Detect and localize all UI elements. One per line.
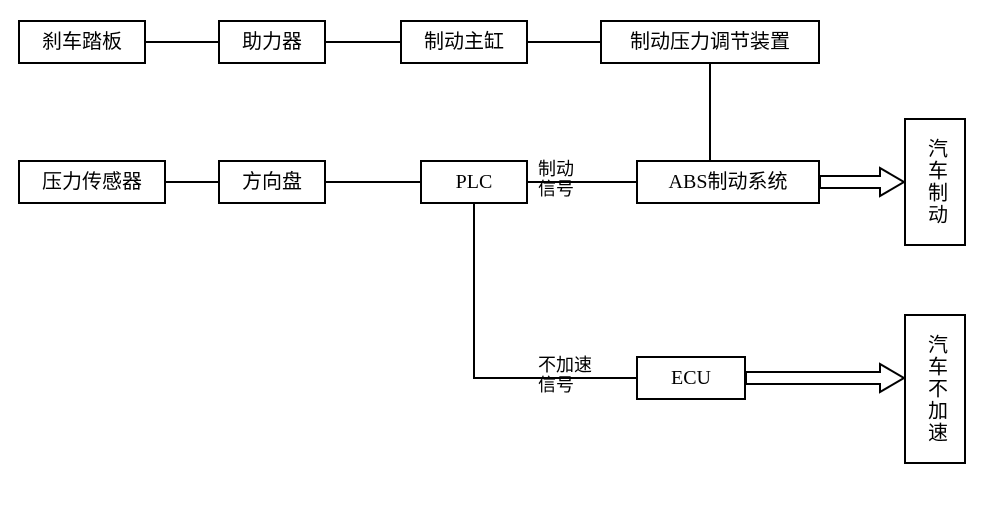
node-label: 方向盘	[242, 171, 302, 194]
node-booster: 助力器	[218, 20, 326, 64]
node-abs: ABS制动系统	[636, 160, 820, 204]
node-label: 制动主缸	[424, 31, 504, 54]
node-label: 压力传感器	[42, 171, 142, 194]
edges-layer	[0, 0, 1000, 510]
node-pressure-regulator: 制动压力调节装置	[600, 20, 820, 64]
edge-label-noaccel-signal: 不加速 信号	[538, 356, 592, 396]
node-ecu: ECU	[636, 356, 746, 400]
node-label: 汽车制动	[924, 138, 947, 226]
node-master-cylinder: 制动主缸	[400, 20, 528, 64]
node-label: ECU	[671, 367, 711, 390]
node-label: 制动压力调节装置	[630, 31, 790, 54]
node-steering-wheel: 方向盘	[218, 160, 326, 204]
node-label: 刹车踏板	[42, 31, 122, 54]
node-brake-pedal: 刹车踏板	[18, 20, 146, 64]
node-pressure-sensor: 压力传感器	[18, 160, 166, 204]
node-label: 汽车不加速	[924, 334, 947, 444]
diagram-stage: 刹车踏板 助力器 制动主缸 制动压力调节装置 压力传感器 方向盘 PLC ABS…	[0, 0, 1000, 510]
node-label: 助力器	[242, 31, 302, 54]
node-label: ABS制动系统	[669, 171, 788, 194]
node-plc: PLC	[420, 160, 528, 204]
node-label: PLC	[456, 171, 493, 194]
node-output-brake: 汽车制动	[904, 118, 966, 246]
edge-label-brake-signal: 制动 信号	[538, 160, 574, 200]
node-output-no-accel: 汽车不加速	[904, 314, 966, 464]
